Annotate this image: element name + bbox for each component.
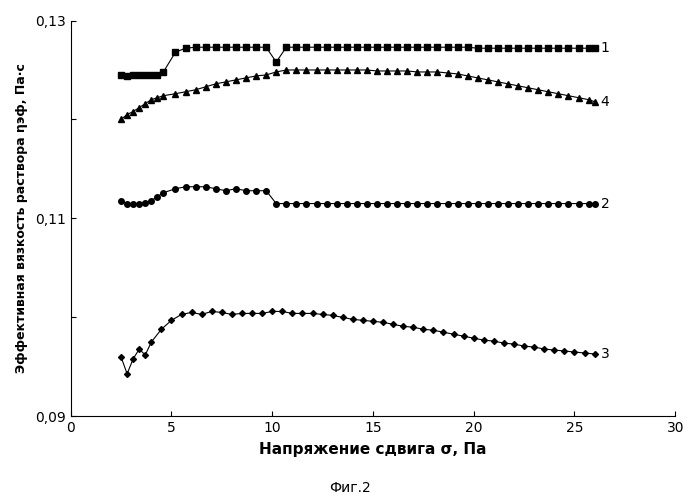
Text: 2: 2: [600, 197, 610, 211]
Text: 3: 3: [600, 347, 610, 361]
Text: 1: 1: [600, 41, 610, 55]
Text: Фиг.2: Фиг.2: [329, 481, 370, 495]
Text: 4: 4: [600, 94, 610, 109]
Y-axis label: Эффективная вязкость раствора ηэф, Па·с: Эффективная вязкость раствора ηэф, Па·с: [15, 64, 28, 373]
X-axis label: Напряжение сдвига σ, Па: Напряжение сдвига σ, Па: [259, 442, 487, 457]
